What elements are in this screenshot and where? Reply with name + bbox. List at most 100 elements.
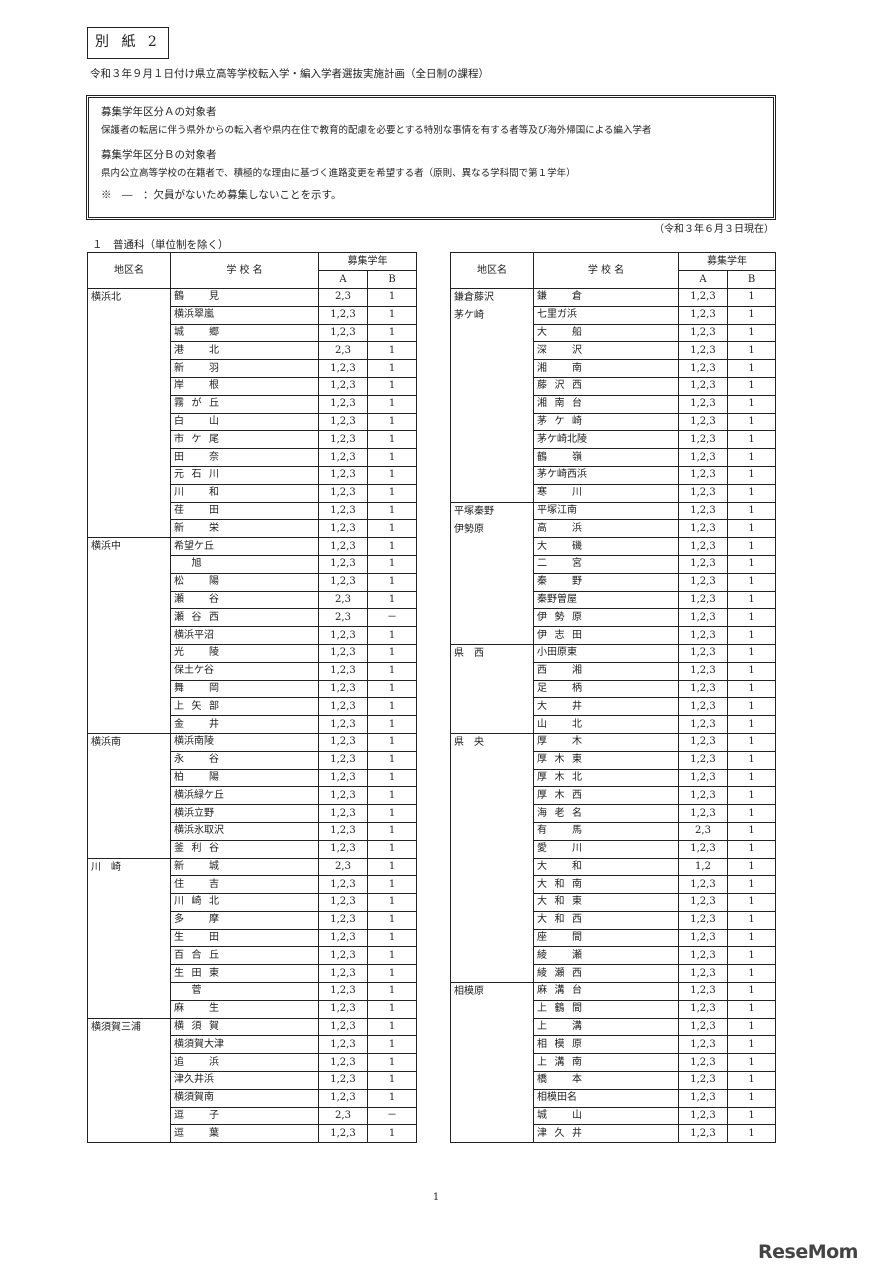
grade-b-cell: 1 (727, 643, 776, 663)
school-name: 鶴見 (174, 291, 219, 303)
table-row: 城山 1,2,3 1 (451, 1106, 776, 1126)
school-name-cell: 綾瀬西 (533, 964, 679, 984)
table-row: 津久井浜 1,2,3 1 (88, 1071, 417, 1090)
district-cell: 横須賀三浦 (87, 1017, 171, 1144)
grade-a-cell: 1,2 (678, 857, 728, 877)
school-name-cell: 厚木東 (533, 750, 679, 770)
grade-a-cell: 1,2,3 (678, 323, 728, 343)
school-name: 横浜立野 (174, 807, 214, 819)
district-name: 茅ケ崎 (454, 310, 484, 322)
page-number: 1 (432, 1192, 440, 1203)
school-name-cell: 新栄 (170, 519, 319, 539)
table-row: 上矢部 1,2,3 1 (88, 697, 417, 717)
grade-b-cell: 1 (727, 359, 776, 378)
school-name: 岸根 (174, 380, 219, 392)
grade-a-cell: 2,3 (678, 821, 728, 841)
table-row: 多摩 1,2,3 1 (88, 910, 417, 930)
school-name: 川崎北 (174, 896, 219, 908)
grade-b-cell: 1 (727, 786, 776, 806)
school-name-cell: 元石川 (170, 465, 319, 485)
category-b-text: 県内公立高等学校の在籍者で、積極的な理由に基づく進路変更を希望する者（原則、異な… (101, 168, 576, 179)
school-name-cell: 金井 (170, 715, 319, 734)
grade-a-cell: 1,2,3 (678, 999, 728, 1019)
school-name-cell: 上溝 (533, 1017, 679, 1037)
grade-b-cell: 1 (367, 394, 417, 414)
school-name: 津久井浜 (174, 1074, 214, 1086)
school-name-cell: 大和西 (533, 910, 679, 930)
school-name: 厚木 (537, 736, 582, 748)
grade-b-cell: 1 (727, 501, 776, 521)
grade-b-cell: 1 (367, 341, 417, 361)
school-name-cell: 瀬谷 (170, 590, 319, 610)
table-row: 県 西 小田原東 1,2,3 1 (450, 643, 776, 734)
grade-a-cell: 1,2,3 (318, 768, 368, 788)
table-row: 白山 1,2,3 1 (88, 412, 417, 432)
grade-a-cell: 1,2,3 (678, 715, 728, 734)
table-row: 横須賀大津 1,2,3 1 (88, 1035, 417, 1055)
district-name: 県 央 (454, 736, 484, 748)
school-name: 逗葉 (174, 1127, 219, 1139)
grade-a-cell: 1,2,3 (318, 359, 368, 378)
grade-b-cell: 1 (367, 1124, 417, 1144)
school-name-cell: 綾瀬 (533, 946, 679, 966)
grade-b-cell: 1 (367, 288, 417, 307)
grade-a-cell: 1,2,3 (678, 893, 728, 912)
table-row: 瀬谷 2,3 1 (88, 590, 417, 610)
school-name: 希望ケ丘 (174, 540, 214, 552)
school-name: 大井 (537, 700, 582, 712)
grade-a-cell: 1,2,3 (318, 750, 368, 770)
grade-b-cell: 1 (727, 982, 776, 1001)
school-name-cell: 茅ケ崎北陵 (533, 430, 679, 450)
school-name-cell: 橋本 (533, 1071, 679, 1090)
grade-a-cell: 1,2,3 (678, 1106, 728, 1126)
table-row: 麻生 1,2,3 1 (88, 999, 417, 1019)
school-name: 新城 (174, 860, 219, 872)
school-name: 鶴嶺 (537, 451, 582, 463)
grade-a-cell: 1,2,3 (678, 288, 728, 307)
school-name: 相模原 (537, 1038, 582, 1050)
grade-b-cell: 1 (727, 465, 776, 485)
grade-b-cell: 1 (727, 323, 776, 343)
school-name: 厚木西 (537, 789, 582, 801)
grade-a-cell: 1,2,3 (678, 430, 728, 450)
school-name-cell: 追浜 (170, 1053, 319, 1073)
school-name: 厚木北 (537, 771, 582, 783)
school-name: 相模田名 (537, 1092, 577, 1104)
district-cell: 県 西 (450, 643, 534, 734)
table-row: 柏陽 1,2,3 1 (88, 768, 417, 788)
grade-a-cell: 1,2,3 (678, 661, 728, 681)
school-name: 川和 (174, 487, 219, 499)
district-cell: 川 崎 (87, 857, 171, 1019)
grade-b-cell: 1 (727, 341, 776, 361)
grade-a-cell: 1,2,3 (678, 305, 728, 325)
school-name-cell: 白山 (170, 412, 319, 432)
grade-a-cell: 1,2,3 (318, 821, 368, 841)
table-row: 綾瀬 1,2,3 1 (451, 946, 776, 966)
table-row: 菅 1,2,3 1 (88, 982, 417, 1001)
grade-a-cell: 1,2,3 (678, 626, 728, 645)
school-name: 城郷 (174, 326, 219, 338)
school-name-cell: 二宮 (533, 554, 679, 574)
school-name-cell: 相模原 (533, 1035, 679, 1055)
grade-a-cell: 1,2,3 (318, 893, 368, 912)
grade-b-cell: 1 (727, 430, 776, 450)
grade-b-cell: 1 (367, 999, 417, 1019)
table-row: 上鶴間 1,2,3 1 (451, 999, 776, 1019)
grade-header: 募集学年 (318, 252, 417, 271)
table-row: 横浜北 鶴見 2,3 1 (87, 287, 417, 539)
school-name-cell: 希望ケ丘 (170, 537, 319, 556)
school-name-cell: 厚木 (533, 732, 679, 752)
grade-a-cell: 1,2,3 (318, 946, 368, 966)
grade-a-cell: 1,2,3 (678, 341, 728, 361)
grade-a-cell: 1,2,3 (318, 679, 368, 699)
school-name-cell: 足柄 (533, 679, 679, 699)
school-name-cell: 鎌倉 (533, 288, 679, 307)
table-row: 横浜南 横浜南陵 1,2,3 1 (87, 732, 417, 859)
table-row: 藤沢西 1,2,3 1 (451, 376, 776, 396)
school-name: 津久井 (537, 1127, 582, 1139)
table-row: 川崎北 1,2,3 1 (88, 893, 417, 912)
grade-a-cell: 1,2,3 (318, 697, 368, 717)
grade-header: 募集学年 (678, 252, 776, 271)
grade-a-cell: 1,2,3 (678, 537, 728, 556)
